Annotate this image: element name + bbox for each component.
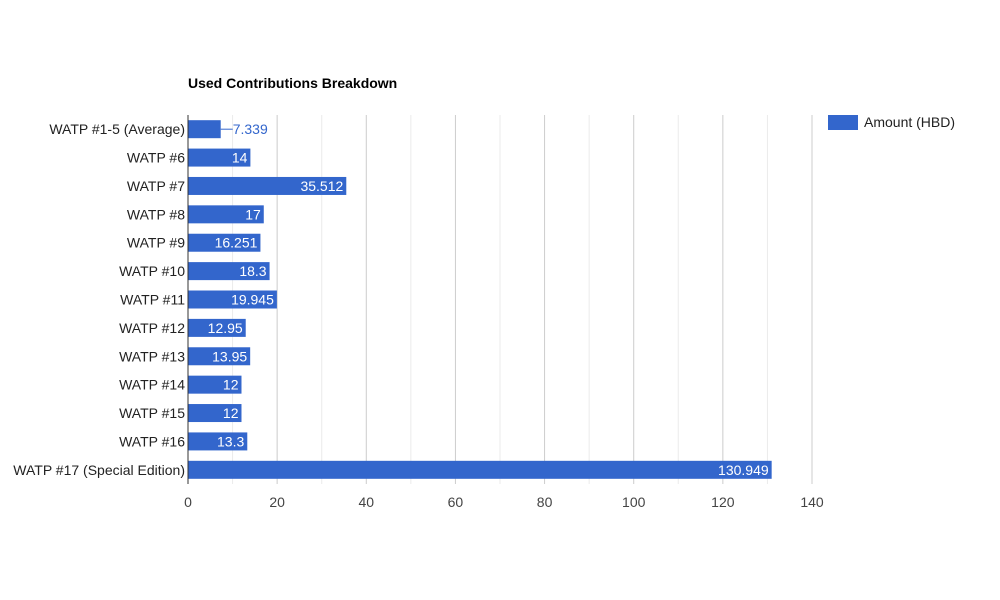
category-label: WATP #1-5 (Average)	[49, 121, 185, 137]
x-axis-ticks: 0 20 40 60 80 100 120 140	[184, 494, 824, 510]
category-label: WATP #10	[119, 263, 185, 279]
category-label: WATP #7	[127, 178, 185, 194]
chart-title: Used Contributions Breakdown	[188, 75, 397, 91]
x-tick-label: 140	[800, 494, 824, 510]
category-label: WATP #6	[127, 150, 185, 166]
category-label: WATP #17 (Special Edition)	[13, 462, 185, 478]
x-tick-label: 20	[269, 494, 285, 510]
bar	[188, 375, 242, 394]
bar	[188, 262, 270, 281]
category-label: WATP #11	[120, 292, 185, 308]
data-label: 12	[223, 377, 239, 393]
bar	[188, 347, 251, 366]
gridlines	[232, 115, 813, 484]
bar	[188, 176, 347, 195]
category-label: WATP #13	[119, 348, 185, 364]
category-label: WATP #8	[127, 206, 185, 222]
data-label: 18.3	[239, 263, 266, 279]
category-label: WATP #15	[119, 405, 185, 421]
data-label: 35.512	[300, 178, 343, 194]
data-label: 14	[232, 150, 248, 166]
x-tick-label: 0	[184, 494, 192, 510]
bar	[188, 432, 248, 451]
data-label: 13.95	[212, 348, 247, 364]
bar	[188, 318, 246, 337]
legend-swatch	[828, 115, 858, 130]
data-label: 13.3	[217, 433, 244, 449]
data-label: 16.251	[215, 235, 258, 251]
data-label: 7.339	[233, 121, 268, 137]
category-label: WATP #12	[119, 320, 185, 336]
x-tick-label: 100	[622, 494, 646, 510]
x-tick-label: 80	[537, 494, 553, 510]
data-label: 12	[223, 405, 239, 421]
category-label: WATP #9	[127, 235, 185, 251]
category-label: WATP #14	[119, 377, 185, 393]
data-label: 12.95	[208, 320, 243, 336]
bar	[188, 120, 221, 139]
x-tick-label: 40	[358, 494, 374, 510]
bars: 7.339 14 35.512 17 16.251 18.3 19.945 12.95 13.9…	[188, 120, 772, 479]
bar	[188, 290, 277, 309]
x-tick-label: 60	[448, 494, 464, 510]
legend: Amount (HBD)	[828, 114, 955, 130]
data-label: 17	[245, 206, 261, 222]
bar	[188, 404, 242, 423]
data-label: 19.945	[231, 292, 274, 308]
bar	[188, 460, 772, 479]
category-labels: WATP #1-5 (Average) WATP #6 WATP #7 WATP #8…	[13, 121, 185, 478]
bar	[188, 205, 264, 224]
bar	[188, 148, 251, 167]
category-label: WATP #16	[119, 433, 185, 449]
legend-label: Amount (HBD)	[864, 114, 955, 130]
x-tick-label: 120	[711, 494, 735, 510]
bar	[188, 233, 261, 252]
data-label: 130.949	[718, 462, 769, 478]
